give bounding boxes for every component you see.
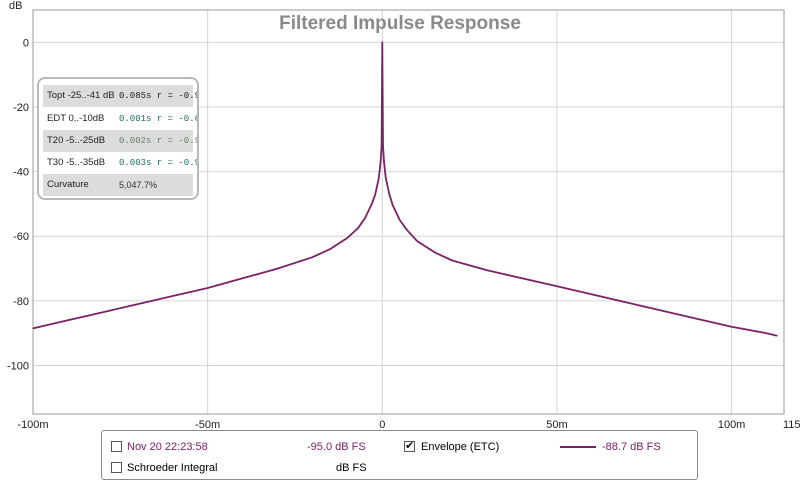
stats-value: 0.002s r = -0.938 <box>119 136 197 146</box>
stats-row-t30: T30 -5..-35dB 0.003s r = -0.976 <box>43 152 197 174</box>
stats-value: 0.085s r = -0.999 <box>119 91 197 101</box>
data-point <box>207 287 209 289</box>
decay-stats-panel: Topt -25..-41 dB 0.085s r = -0.999 EDT 0… <box>37 77 199 200</box>
y-tick-label: -20 <box>13 102 29 114</box>
data-point <box>382 145 384 147</box>
chart-title: Filtered Impulse Response <box>279 13 521 34</box>
schroeder-label[interactable]: Schroeder Integral <box>127 462 218 474</box>
data-point <box>591 293 593 296</box>
data-point <box>385 177 387 179</box>
data-point <box>102 311 104 313</box>
data-point <box>172 295 174 297</box>
data-point <box>381 145 383 147</box>
grid <box>33 10 784 414</box>
y-tick-label: -40 <box>13 167 29 179</box>
data-point <box>371 203 373 205</box>
measurement-checkbox[interactable] <box>111 441 122 452</box>
x-tick-label: -100m <box>17 419 48 431</box>
schroeder-unit: dB FS <box>336 462 367 474</box>
data-point <box>311 256 314 258</box>
envelope-level: -88.7 dB FS <box>602 441 661 453</box>
envelope-checkbox[interactable] <box>404 439 415 452</box>
data-point <box>388 193 390 195</box>
series-layer <box>32 41 778 337</box>
data-point <box>451 259 453 262</box>
data-point <box>374 193 376 195</box>
y-tick-label: -100 <box>7 361 29 373</box>
y-tick-label: -80 <box>13 296 29 308</box>
stats-value: 0.001s r = -0.624 <box>119 114 197 124</box>
stats-row-curvature: Curvature 5,047.7% <box>43 174 193 196</box>
x-tick-label: 100m <box>718 419 746 431</box>
data-point <box>67 319 69 321</box>
data-point <box>399 219 401 221</box>
stats-label: T20 -5..-25dB <box>47 135 106 146</box>
stats-row-edt: EDT 0..-10dB 0.001s r = -0.624 <box>43 108 197 130</box>
y-tick-label: 0 <box>23 37 29 49</box>
data-point <box>364 217 366 220</box>
stats-label: T30 -5..-35dB <box>47 157 106 168</box>
data-point <box>434 251 436 253</box>
data-point <box>486 269 488 271</box>
data-point <box>416 240 418 242</box>
data-point <box>32 327 34 329</box>
data-point <box>329 248 331 250</box>
x-tick-label: 115m s <box>783 419 800 431</box>
data-point <box>731 326 733 328</box>
x-tick-labels: -100m -50m 0 50m 100m 115m s <box>17 419 800 431</box>
data-point <box>357 227 359 229</box>
data-point <box>696 318 698 320</box>
stats-value: 5,047.7% <box>119 180 158 190</box>
stats-row-topt: Topt -25..-41 dB 0.085s r = -0.999 <box>43 85 197 107</box>
envelope-line-swatch <box>560 446 596 448</box>
data-point <box>392 204 394 207</box>
data-point <box>406 229 408 231</box>
x-tick-label: 50m <box>546 419 567 431</box>
data-point <box>379 161 382 163</box>
data-point <box>383 161 385 163</box>
data-point <box>661 309 663 312</box>
data-point <box>776 335 778 337</box>
stats-label: EDT 0..-10dB <box>47 113 105 124</box>
data-point <box>556 285 558 287</box>
x-tick-label: 0 <box>379 419 385 431</box>
data-point <box>276 267 279 270</box>
y-tick-labels: 0 -20 -40 -60 -80 -100 <box>7 37 29 372</box>
stats-value: 0.003s r = -0.976 <box>119 158 197 168</box>
data-point <box>765 332 768 334</box>
y-axis-label: dB <box>9 0 22 12</box>
data-point <box>137 303 139 305</box>
x-tick-label: -50m <box>195 419 220 431</box>
measurement-timestamp[interactable]: Nov 20 22:23:58 <box>127 441 208 453</box>
data-point <box>626 301 628 304</box>
schroeder-checkbox[interactable] <box>111 462 122 473</box>
plot-area <box>32 9 785 415</box>
data-point <box>346 237 348 239</box>
envelope-label[interactable]: Envelope (ETC) <box>421 441 500 453</box>
data-point <box>521 277 523 279</box>
y-tick-label: -60 <box>13 231 29 243</box>
stats-label: Curvature <box>47 179 89 190</box>
measurement-level: -95.0 dB FS <box>307 441 366 453</box>
data-point <box>378 177 380 179</box>
stats-label: Topt -25..-41 dB <box>47 90 115 101</box>
stats-row-t20: T20 -5..-25dB 0.002s r = -0.938 <box>43 130 197 152</box>
data-point <box>381 41 383 43</box>
legend-panel: Nov 20 22:23:58 -95.0 dB FS Envelope (ET… <box>101 430 698 480</box>
data-point <box>241 277 244 279</box>
